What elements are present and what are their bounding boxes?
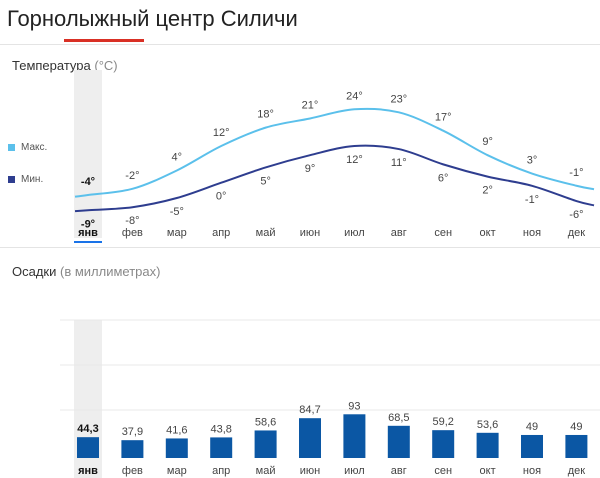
temperature-month-label: мар — [167, 227, 187, 239]
min-temp-label: 12° — [346, 154, 363, 166]
max-temp-label: 24° — [346, 90, 363, 102]
temperature-month-label: сен — [434, 227, 452, 239]
min-temperature-line — [74, 144, 595, 213]
selected-month-highlight-top — [74, 70, 102, 238]
max-temp-label: 23° — [390, 93, 407, 105]
precipitation-value-label: 37,9 — [122, 426, 143, 438]
legend-max-label: Макс. — [21, 142, 48, 153]
precipitation-month-label: сен — [434, 465, 452, 477]
precipitation-bar — [343, 414, 366, 458]
title-underline — [64, 39, 144, 42]
precipitation-value-label: 41,6 — [166, 424, 187, 436]
precipitation-section-title: Осадки (в миллиметрах) — [12, 264, 160, 279]
legend-max: Макс. — [8, 142, 47, 153]
min-temp-label: 9° — [305, 163, 316, 175]
precipitation-bar — [565, 434, 588, 458]
precipitation-month-label: июн — [300, 465, 320, 477]
precipitation-month-label: июл — [344, 465, 365, 477]
precipitation-bar — [165, 438, 188, 458]
temperature-month-label: окт — [480, 227, 496, 239]
max-temp-label: -1° — [569, 167, 583, 179]
temperature-month-label: июн — [300, 227, 320, 239]
precipitation-month-label: май — [256, 465, 276, 477]
precipitation-value-label: 58,6 — [255, 416, 276, 428]
precipitation-value-label: 84,7 — [299, 404, 320, 416]
temperature-month-label: фев — [122, 227, 143, 239]
precipitation-bar — [387, 425, 410, 458]
temperature-month-label: дек — [568, 227, 586, 239]
precipitation-bar — [254, 430, 277, 458]
section-divider — [0, 247, 600, 248]
precipitation-value-label: 44,3 — [77, 423, 98, 435]
precipitation-unit: (в миллиметрах) — [60, 264, 161, 279]
legend-max-swatch — [8, 144, 15, 151]
temperature-title: Температура — [12, 58, 91, 73]
precipitation-value-label: 53,6 — [477, 419, 498, 431]
min-temp-label: 5° — [260, 175, 271, 187]
min-temp-label: 2° — [482, 185, 493, 197]
precipitation-month-label: авг — [391, 465, 407, 477]
temperature-month-label: апр — [212, 227, 230, 239]
max-temp-label: 17° — [435, 112, 452, 124]
min-temp-label: 6° — [438, 172, 449, 184]
precipitation-value-label: 49 — [526, 421, 538, 433]
precipitation-value-label: 43,8 — [210, 423, 231, 435]
temperature-month-label: авг — [391, 227, 407, 239]
max-temperature-line — [74, 107, 595, 198]
max-temp-label: 18° — [257, 109, 274, 121]
legend-min-label: Мин. — [21, 174, 44, 185]
min-temp-label: -6° — [569, 209, 583, 221]
min-temp-label: -5° — [170, 206, 184, 218]
max-temp-label: 9° — [482, 136, 493, 148]
precipitation-bar — [476, 432, 499, 458]
header-divider — [0, 44, 600, 45]
precipitation-month-label: апр — [212, 465, 230, 477]
precipitation-month-label: мар — [167, 465, 187, 477]
precipitation-month-label: фев — [122, 465, 143, 477]
min-temp-label: -9° — [81, 218, 95, 230]
temperature-section-title: Температура (°C) — [12, 58, 118, 73]
precipitation-value-label: 93 — [348, 400, 360, 412]
min-temp-label: 0° — [216, 191, 227, 203]
temperature-month-label: июл — [344, 227, 365, 239]
precipitation-bar — [121, 440, 144, 458]
max-temp-label: 12° — [213, 127, 230, 139]
max-temp-label: 3° — [527, 155, 538, 167]
temperature-month-label: ноя — [523, 227, 541, 239]
precipitation-bar — [299, 418, 321, 458]
page-title: Горнолыжный центр Силичи — [7, 6, 298, 31]
precipitation-bar — [210, 437, 233, 458]
temperature-month-label: май — [256, 227, 276, 239]
min-temp-label: 11° — [391, 157, 407, 169]
precipitation-month-label: окт — [480, 465, 496, 477]
precipitation-value-label: 68,5 — [388, 412, 409, 424]
precipitation-title: Осадки — [12, 264, 57, 279]
precipitation-value-label: 49 — [570, 421, 582, 433]
precipitation-value-label: 59,2 — [432, 416, 453, 428]
max-temp-label: -2° — [125, 170, 139, 182]
max-temp-label: 4° — [172, 151, 183, 163]
precipitation-month-label: дек — [568, 465, 586, 477]
precipitation-bar — [432, 430, 455, 458]
min-temp-label: -8° — [125, 215, 139, 227]
temperature-unit: (°C) — [94, 58, 118, 73]
legend-min-swatch — [8, 176, 15, 183]
max-temp-label: -4° — [81, 176, 95, 188]
precipitation-month-label: янв — [78, 465, 98, 477]
temperature-month-label: янв — [78, 227, 98, 239]
max-temp-label: 21° — [302, 99, 319, 111]
precipitation-month-label: ноя — [523, 465, 541, 477]
selected-month-indicator — [74, 241, 102, 243]
legend-min: Мин. — [8, 174, 43, 185]
precipitation-bar — [77, 437, 99, 458]
min-temp-label: -1° — [525, 194, 539, 206]
precipitation-bar — [521, 434, 543, 458]
